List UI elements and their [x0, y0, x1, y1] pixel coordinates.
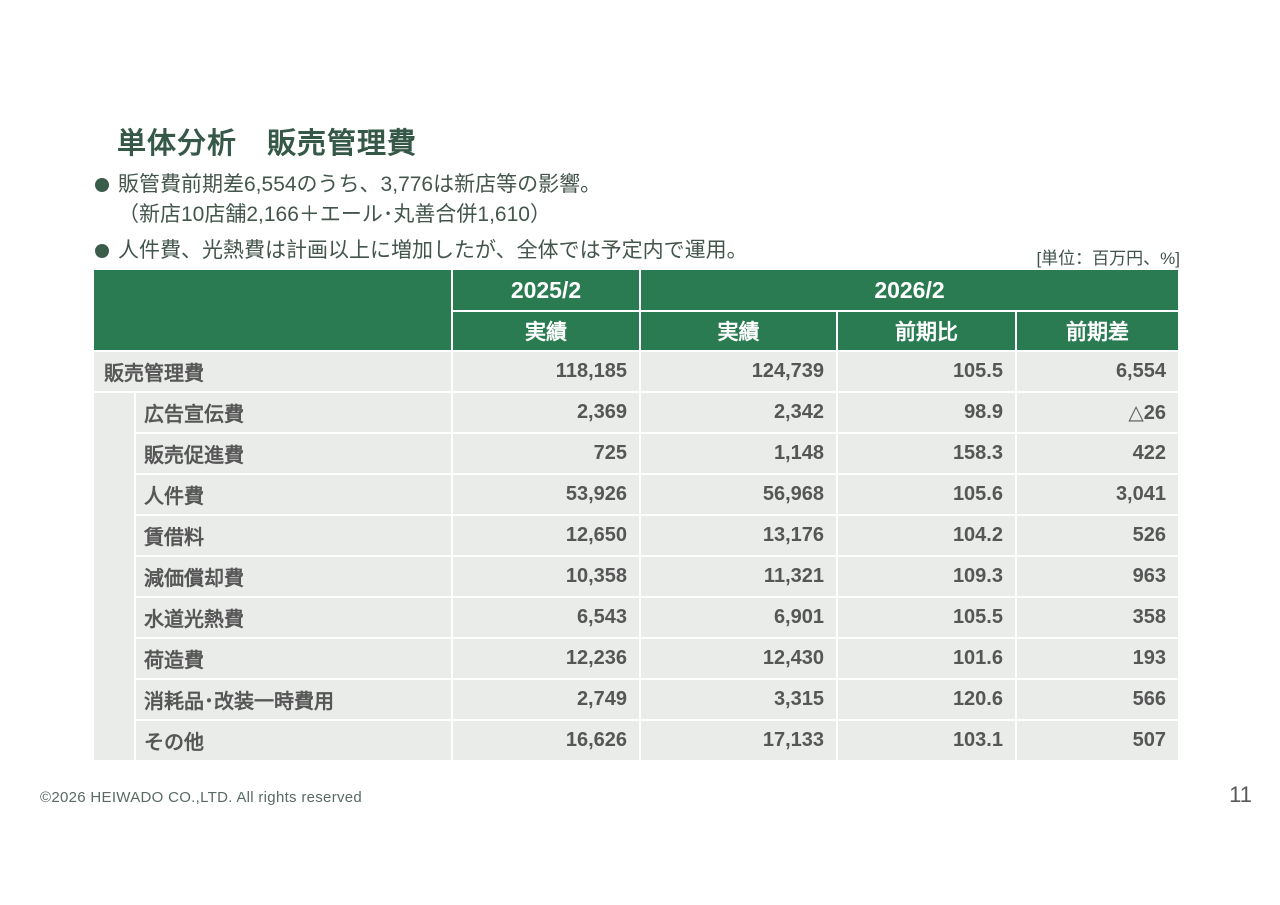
table-header: 2025/2 2026/2 実績 実績 前期比 前期差	[94, 270, 1178, 350]
row-value: 158.3	[838, 434, 1015, 473]
row-label: 荷造費	[136, 639, 451, 678]
row-value: 6,543	[453, 598, 639, 637]
indent-column	[94, 393, 134, 760]
row-value: 2,749	[453, 680, 639, 719]
row-value: 566	[1017, 680, 1178, 719]
bullet-text: （新店10店舗2,166＋エール･丸善合併1,610）	[118, 203, 551, 226]
row-value: 104.2	[838, 516, 1015, 555]
row-value: 422	[1017, 434, 1178, 473]
row-label: 販売管理費	[94, 352, 451, 391]
row-value: 3,041	[1017, 475, 1178, 514]
row-value: 53,926	[453, 475, 639, 514]
row-value: 12,430	[641, 639, 836, 678]
row-value: 105.5	[838, 598, 1015, 637]
bullet-list: 販管費前期差6,554のうち、3,776は新店等の影響。 （新店10店舗2,16…	[95, 170, 1095, 266]
row-label: 販売促進費	[136, 434, 451, 473]
row-value: 105.5	[838, 352, 1015, 391]
row-label: その他	[136, 721, 451, 760]
bullet-item: 人件費、光熱費は計画以上に増加したが、全体では予定内で運用。	[95, 236, 1095, 266]
bullet-text: 販管費前期差6,554のうち、3,776は新店等の影響。	[118, 173, 602, 196]
bullet-item-continuation: （新店10店舗2,166＋エール･丸善合併1,610）	[95, 200, 1095, 230]
header-col-actual-2025: 実績	[453, 312, 639, 350]
bullet-icon	[95, 244, 109, 258]
bullet-text: 人件費、光熱費は計画以上に増加したが、全体では予定内で運用。	[118, 239, 748, 262]
row-value: 98.9	[838, 393, 1015, 432]
expense-table: 2025/2 2026/2 実績 実績 前期比 前期差 販売管理費 118,185…	[94, 270, 1178, 760]
page-number: 11	[1229, 782, 1252, 807]
row-value: 963	[1017, 557, 1178, 596]
row-value: 193	[1017, 639, 1178, 678]
header-col-group-2026: 2026/2	[641, 270, 1178, 310]
row-value: 101.6	[838, 639, 1015, 678]
header-corner-cell	[94, 270, 451, 350]
row-value: 105.6	[838, 475, 1015, 514]
row-value: 2,342	[641, 393, 836, 432]
row-value: 12,650	[453, 516, 639, 555]
bullet-icon	[95, 178, 109, 192]
row-value: 17,133	[641, 721, 836, 760]
row-value: 109.3	[838, 557, 1015, 596]
row-value: 16,626	[453, 721, 639, 760]
header-col-yoy-ratio: 前期比	[838, 312, 1015, 350]
row-value: 103.1	[838, 721, 1015, 760]
row-value: 358	[1017, 598, 1178, 637]
header-col-group-2025: 2025/2	[453, 270, 639, 310]
row-value: 12,236	[453, 639, 639, 678]
row-value: 10,358	[453, 557, 639, 596]
row-value: 124,739	[641, 352, 836, 391]
row-label: 消耗品･改装一時費用	[136, 680, 451, 719]
row-label: 水道光熱費	[136, 598, 451, 637]
row-label: 減価償却費	[136, 557, 451, 596]
row-value: 1,148	[641, 434, 836, 473]
row-value: 3,315	[641, 680, 836, 719]
row-label: 人件費	[136, 475, 451, 514]
header-col-yoy-diff: 前期差	[1017, 312, 1178, 350]
row-value: 507	[1017, 721, 1178, 760]
row-value: △26	[1017, 393, 1178, 432]
row-value: 56,968	[641, 475, 836, 514]
row-value: 11,321	[641, 557, 836, 596]
row-value: 118,185	[453, 352, 639, 391]
row-label: 広告宣伝費	[136, 393, 451, 432]
unit-label: [単位：百万円、%]	[1036, 249, 1180, 268]
row-label: 賃借料	[136, 516, 451, 555]
page-title: 単体分析 販売管理費	[117, 128, 418, 160]
row-value: 725	[453, 434, 639, 473]
row-value: 526	[1017, 516, 1178, 555]
row-value: 120.6	[838, 680, 1015, 719]
header-col-actual-2026: 実績	[641, 312, 836, 350]
row-value: 6,554	[1017, 352, 1178, 391]
row-value: 6,901	[641, 598, 836, 637]
bullet-item: 販管費前期差6,554のうち、3,776は新店等の影響。	[95, 170, 1095, 200]
table-body: 販売管理費 118,185 124,739 105.5 6,554 広告宣伝費 2,369 2…	[94, 352, 1178, 760]
row-value: 2,369	[453, 393, 639, 432]
row-value: 13,176	[641, 516, 836, 555]
copyright-footer: ©2026 HEIWADO CO.,LTD. All rights reserv…	[40, 789, 363, 806]
